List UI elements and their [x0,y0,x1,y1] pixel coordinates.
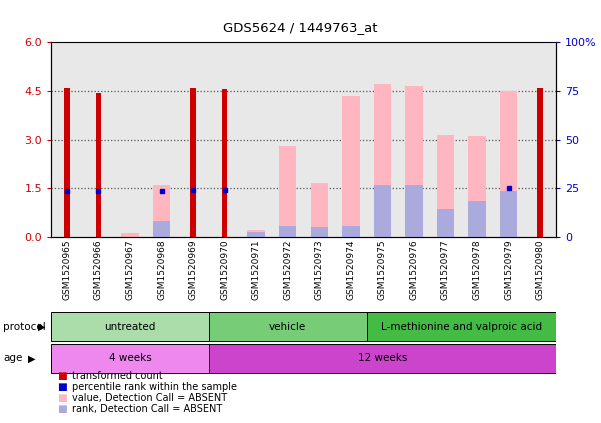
Text: untreated: untreated [105,322,156,332]
Bar [405,86,423,237]
Bar [209,313,367,341]
Bar [222,89,227,237]
Text: transformed count: transformed count [72,371,163,382]
Bar [311,184,328,237]
Bar [437,135,454,237]
Bar [51,344,209,373]
Bar [311,227,328,237]
Bar [500,192,517,237]
Text: ■: ■ [57,393,67,403]
Bar [96,93,101,237]
Bar [153,185,170,237]
Bar [437,209,454,237]
Bar [279,146,296,237]
Text: GDS5624 / 1449763_at: GDS5624 / 1449763_at [223,21,378,34]
Text: L-methionine and valproic acid: L-methionine and valproic acid [380,322,542,332]
Bar [248,232,265,237]
Bar [64,88,70,237]
Bar [342,96,359,237]
Text: ▶: ▶ [38,322,45,332]
Text: protocol: protocol [3,322,46,332]
Bar [209,344,556,373]
Text: ■: ■ [57,382,67,392]
Bar [248,231,265,237]
Text: rank, Detection Call = ABSENT: rank, Detection Call = ABSENT [72,404,222,414]
Text: ▶: ▶ [28,354,35,363]
Text: vehicle: vehicle [269,322,307,332]
Text: 4 weeks: 4 weeks [109,354,151,363]
Bar [121,233,139,237]
Bar [51,313,209,341]
Bar [367,313,556,341]
Bar [537,88,543,237]
Bar [374,85,391,237]
Text: age: age [3,354,22,363]
Text: percentile rank within the sample: percentile rank within the sample [72,382,237,392]
Bar [342,225,359,237]
Bar [191,88,196,237]
Text: ■: ■ [57,404,67,414]
Text: 12 weeks: 12 weeks [358,354,407,363]
Text: ■: ■ [57,371,67,382]
Bar [374,185,391,237]
Bar [153,221,170,237]
Text: value, Detection Call = ABSENT: value, Detection Call = ABSENT [72,393,227,403]
Bar [500,91,517,237]
Bar [405,185,423,237]
Bar [468,136,486,237]
Bar [468,201,486,237]
Bar [279,225,296,237]
